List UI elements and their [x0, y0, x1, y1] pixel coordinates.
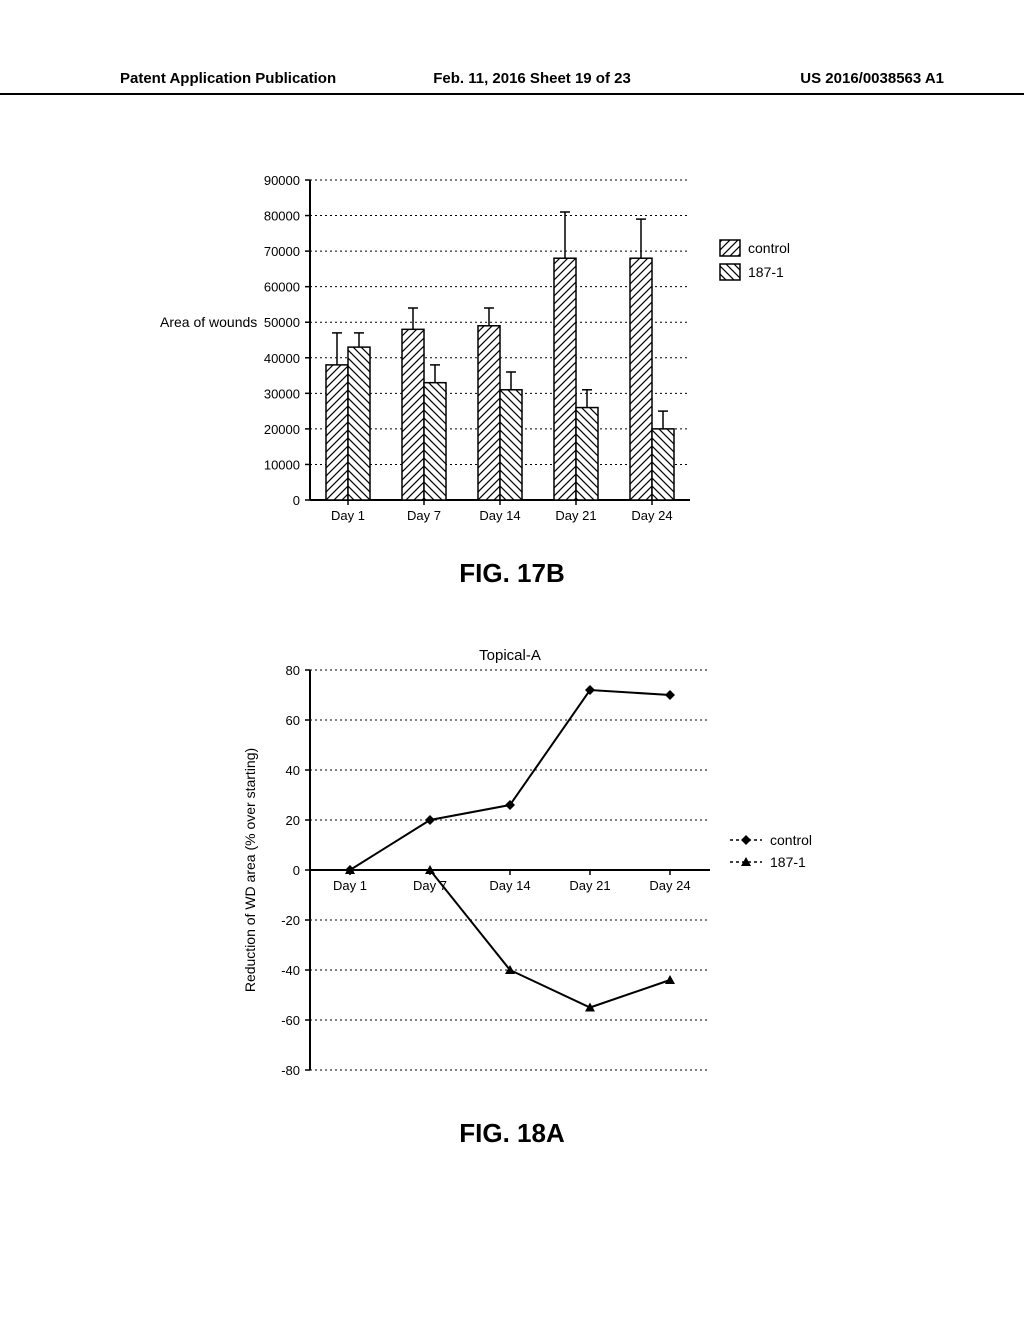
- svg-text:60000: 60000: [264, 280, 300, 295]
- svg-text:Day 7: Day 7: [407, 508, 441, 523]
- svg-text:80: 80: [286, 663, 300, 678]
- svg-text:90000: 90000: [264, 173, 300, 188]
- page-header: Patent Application Publication Feb. 11, …: [0, 70, 1024, 95]
- svg-text:Reduction of WD area (% over s: Reduction of WD area (% over starting): [242, 748, 258, 992]
- svg-text:187-1: 187-1: [748, 264, 784, 280]
- fig17b-chart: 0 10000 20000 30000 40000 50000 60000 70000 8000…: [0, 170, 1024, 550]
- svg-text:Day 14: Day 14: [489, 878, 530, 893]
- svg-text:control: control: [770, 832, 812, 848]
- svg-text:70000: 70000: [264, 244, 300, 259]
- svg-text:Day 1: Day 1: [331, 508, 365, 523]
- svg-text:187-1: 187-1: [770, 854, 806, 870]
- svg-text:Day 14: Day 14: [479, 508, 520, 523]
- svg-text:0: 0: [293, 493, 300, 508]
- svg-text:40: 40: [286, 763, 300, 778]
- svg-text:40000: 40000: [264, 351, 300, 366]
- svg-text:0: 0: [293, 863, 300, 878]
- svg-text:-20: -20: [281, 913, 300, 928]
- svg-text:30000: 30000: [264, 386, 300, 401]
- svg-text:Day 21: Day 21: [569, 878, 610, 893]
- svg-text:Area of wounds: Area of wounds: [160, 314, 257, 330]
- header-patent-no: US 2016/0038563 A1: [669, 70, 944, 87]
- fig17b-caption: FIG. 17B: [0, 558, 1024, 589]
- svg-text:Topical-A: Topical-A: [479, 647, 541, 664]
- svg-text:80000: 80000: [264, 209, 300, 224]
- svg-text:10000: 10000: [264, 457, 300, 472]
- svg-text:Day 24: Day 24: [631, 508, 672, 523]
- svg-text:control: control: [748, 240, 790, 256]
- svg-text:50000: 50000: [264, 315, 300, 330]
- header-sheet: Feb. 11, 2016 Sheet 19 of 23: [395, 70, 670, 87]
- svg-text:Day 24: Day 24: [649, 878, 690, 893]
- fig18a-caption: FIG. 18A: [0, 1118, 1024, 1149]
- svg-text:Day 21: Day 21: [555, 508, 596, 523]
- svg-text:20: 20: [286, 813, 300, 828]
- svg-text:Day 1: Day 1: [333, 878, 367, 893]
- figure-18a: Topical-A-80-60-40-20020406080Day 1Day 7…: [0, 640, 1024, 1160]
- svg-text:-60: -60: [281, 1013, 300, 1028]
- fig18a-chart: Topical-A-80-60-40-20020406080Day 1Day 7…: [0, 640, 1024, 1110]
- header-publication: Patent Application Publication: [120, 70, 395, 87]
- svg-text:-80: -80: [281, 1063, 300, 1078]
- figure-17b: 0 10000 20000 30000 40000 50000 60000 70000 8000…: [0, 170, 1024, 600]
- svg-text:60: 60: [286, 713, 300, 728]
- svg-text:20000: 20000: [264, 422, 300, 437]
- svg-text:-40: -40: [281, 963, 300, 978]
